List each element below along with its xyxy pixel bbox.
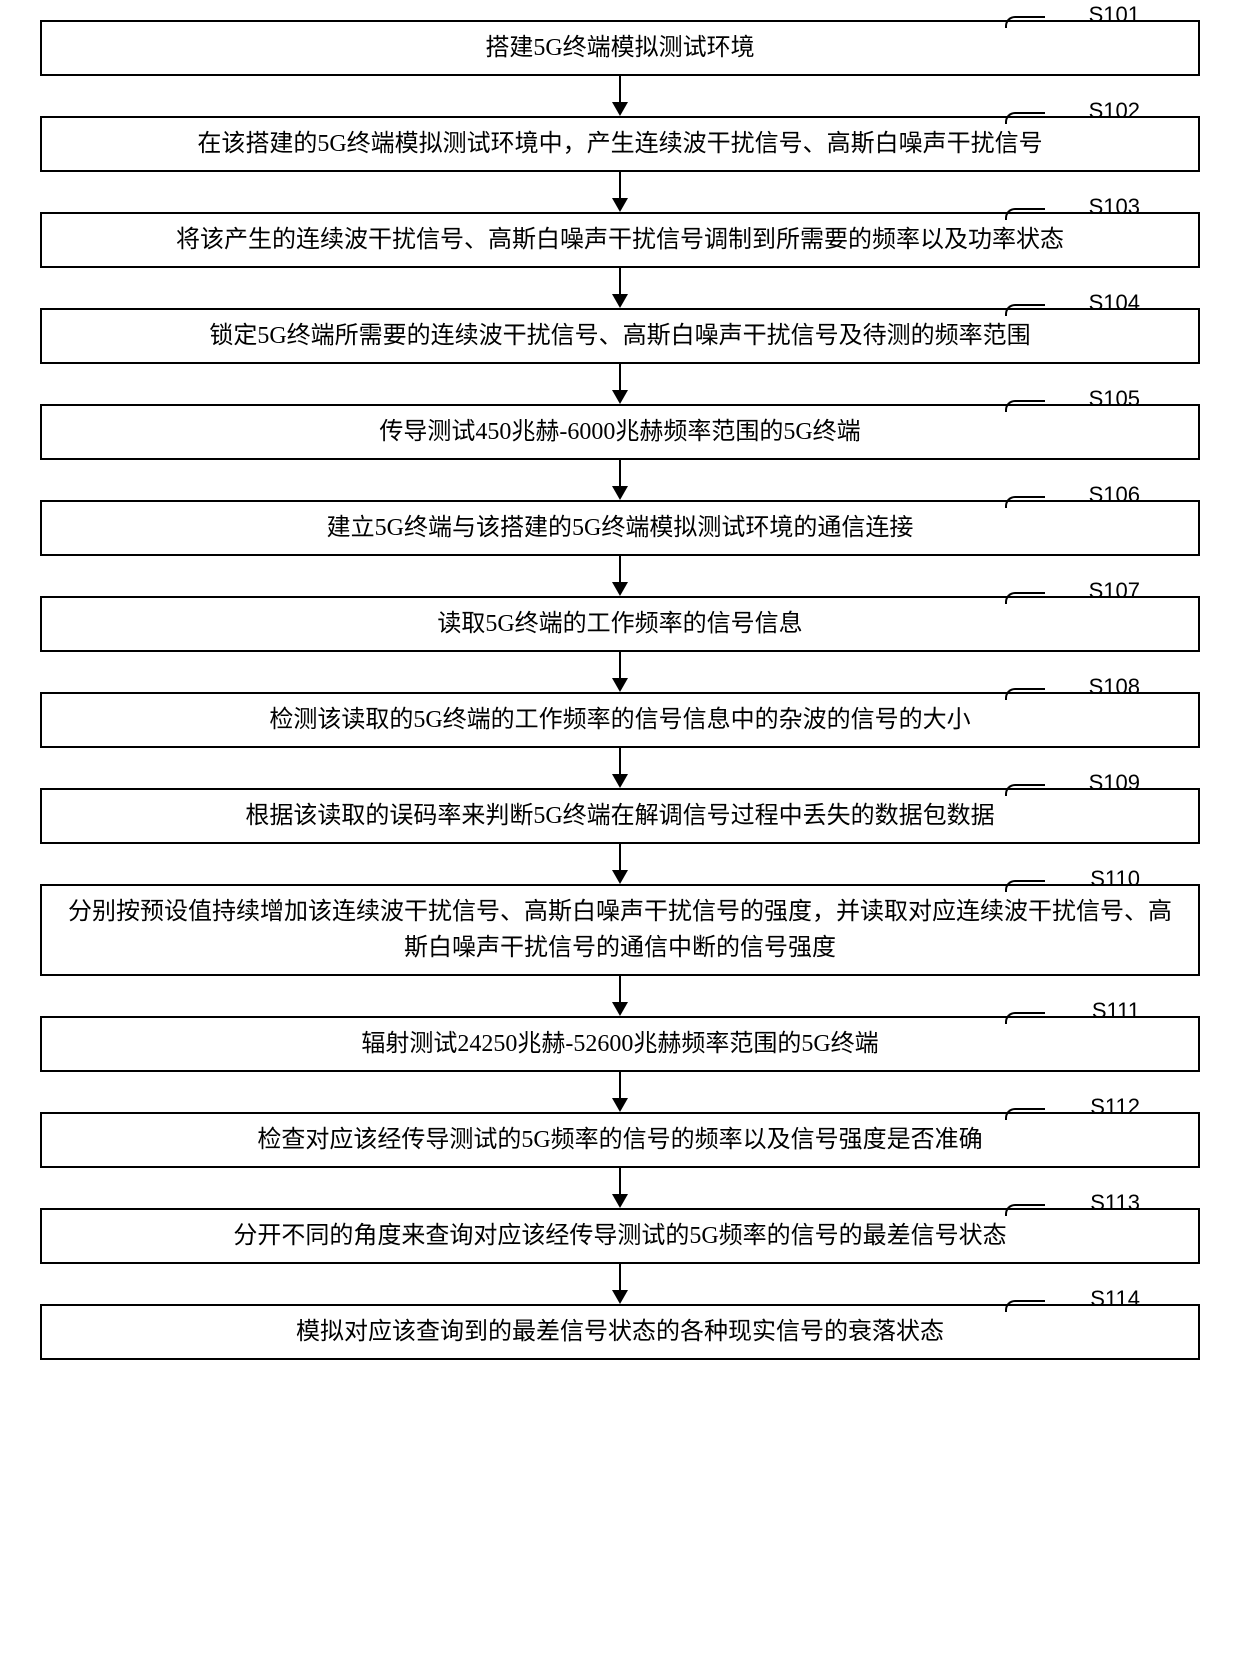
label-connector [1005, 496, 1045, 508]
step-label: S104 [1089, 290, 1140, 316]
flow-step: S111 辐射测试24250兆赫-52600兆赫频率范围的5G终端 [40, 1016, 1200, 1072]
step-label: S112 [1090, 1094, 1140, 1120]
label-connector [1005, 1204, 1045, 1216]
step-label: S110 [1090, 866, 1140, 892]
label-connector [1005, 1300, 1045, 1312]
flow-step: S109 根据该读取的误码率来判断5G终端在解调信号过程中丢失的数据包数据 [40, 788, 1200, 844]
step-text: 传导测试450兆赫-6000兆赫频率范围的5G终端 [379, 414, 860, 450]
step-box: 辐射测试24250兆赫-52600兆赫频率范围的5G终端 [40, 1016, 1200, 1072]
arrow [40, 1264, 1200, 1304]
step-box: 搭建5G终端模拟测试环境 [40, 20, 1200, 76]
arrow [40, 1072, 1200, 1112]
label-connector [1005, 1012, 1045, 1024]
step-text: 模拟对应该查询到的最差信号状态的各种现实信号的衰落状态 [296, 1314, 944, 1350]
step-box: 将该产生的连续波干扰信号、高斯白噪声干扰信号调制到所需要的频率以及功率状态 [40, 212, 1200, 268]
step-text: 在该搭建的5G终端模拟测试环境中，产生连续波干扰信号、高斯白噪声干扰信号 [197, 126, 1042, 162]
label-connector [1005, 1108, 1045, 1120]
label-connector [1005, 304, 1045, 316]
step-label: S111 [1092, 998, 1140, 1024]
step-box: 传导测试450兆赫-6000兆赫频率范围的5G终端 [40, 404, 1200, 460]
flow-step: S113 分开不同的角度来查询对应该经传导测试的5G频率的信号的最差信号状态 [40, 1208, 1200, 1264]
step-text: 辐射测试24250兆赫-52600兆赫频率范围的5G终端 [361, 1026, 878, 1062]
flow-step: S114 模拟对应该查询到的最差信号状态的各种现实信号的衰落状态 [40, 1304, 1200, 1360]
step-box: 模拟对应该查询到的最差信号状态的各种现实信号的衰落状态 [40, 1304, 1200, 1360]
label-connector [1005, 400, 1045, 412]
label-connector [1005, 208, 1045, 220]
step-label: S106 [1089, 482, 1140, 508]
step-text: 读取5G终端的工作频率的信号信息 [437, 606, 802, 642]
flow-step: S105 传导测试450兆赫-6000兆赫频率范围的5G终端 [40, 404, 1200, 460]
flow-step: S104 锁定5G终端所需要的连续波干扰信号、高斯白噪声干扰信号及待测的频率范围 [40, 308, 1200, 364]
step-box: 检查对应该经传导测试的5G频率的信号的频率以及信号强度是否准确 [40, 1112, 1200, 1168]
arrow [40, 1168, 1200, 1208]
arrow [40, 76, 1200, 116]
step-label: S113 [1090, 1190, 1140, 1216]
label-connector [1005, 784, 1045, 796]
step-label: S105 [1089, 386, 1140, 412]
step-text: 检查对应该经传导测试的5G频率的信号的频率以及信号强度是否准确 [257, 1122, 982, 1158]
step-text: 搭建5G终端模拟测试环境 [485, 30, 754, 66]
step-label: S114 [1090, 1286, 1140, 1312]
step-box: 在该搭建的5G终端模拟测试环境中，产生连续波干扰信号、高斯白噪声干扰信号 [40, 116, 1200, 172]
step-box: 根据该读取的误码率来判断5G终端在解调信号过程中丢失的数据包数据 [40, 788, 1200, 844]
arrow [40, 364, 1200, 404]
step-text: 根据该读取的误码率来判断5G终端在解调信号过程中丢失的数据包数据 [245, 798, 994, 834]
label-connector [1005, 592, 1045, 604]
flow-step: S103 将该产生的连续波干扰信号、高斯白噪声干扰信号调制到所需要的频率以及功率… [40, 212, 1200, 268]
step-box: 读取5G终端的工作频率的信号信息 [40, 596, 1200, 652]
step-text: 建立5G终端与该搭建的5G终端模拟测试环境的通信连接 [327, 510, 914, 546]
arrow [40, 268, 1200, 308]
step-box: 建立5G终端与该搭建的5G终端模拟测试环境的通信连接 [40, 500, 1200, 556]
arrow [40, 172, 1200, 212]
step-text: 检测该读取的5G终端的工作频率的信号信息中的杂波的信号的大小 [269, 702, 970, 738]
flow-step: S110 分别按预设值持续增加该连续波干扰信号、高斯白噪声干扰信号的强度，并读取… [40, 884, 1200, 976]
step-box: 锁定5G终端所需要的连续波干扰信号、高斯白噪声干扰信号及待测的频率范围 [40, 308, 1200, 364]
arrow [40, 844, 1200, 884]
flow-step: S106 建立5G终端与该搭建的5G终端模拟测试环境的通信连接 [40, 500, 1200, 556]
flow-step: S108 检测该读取的5G终端的工作频率的信号信息中的杂波的信号的大小 [40, 692, 1200, 748]
step-label: S102 [1089, 98, 1140, 124]
step-label: S109 [1089, 770, 1140, 796]
arrow [40, 748, 1200, 788]
step-text: 锁定5G终端所需要的连续波干扰信号、高斯白噪声干扰信号及待测的频率范围 [209, 318, 1030, 354]
step-text: 将该产生的连续波干扰信号、高斯白噪声干扰信号调制到所需要的频率以及功率状态 [176, 222, 1064, 258]
label-connector [1005, 112, 1045, 124]
arrow [40, 976, 1200, 1016]
flow-step: S107 读取5G终端的工作频率的信号信息 [40, 596, 1200, 652]
label-connector [1005, 16, 1045, 28]
label-connector [1005, 880, 1045, 892]
flow-step: S112 检查对应该经传导测试的5G频率的信号的频率以及信号强度是否准确 [40, 1112, 1200, 1168]
arrow [40, 652, 1200, 692]
flow-step: S102 在该搭建的5G终端模拟测试环境中，产生连续波干扰信号、高斯白噪声干扰信… [40, 116, 1200, 172]
step-box: 检测该读取的5G终端的工作频率的信号信息中的杂波的信号的大小 [40, 692, 1200, 748]
step-box: 分开不同的角度来查询对应该经传导测试的5G频率的信号的最差信号状态 [40, 1208, 1200, 1264]
step-label: S108 [1089, 674, 1140, 700]
arrow [40, 460, 1200, 500]
label-connector [1005, 688, 1045, 700]
flow-step: S101 搭建5G终端模拟测试环境 [40, 20, 1200, 76]
step-text: 分开不同的角度来查询对应该经传导测试的5G频率的信号的最差信号状态 [233, 1218, 1006, 1254]
step-label: S103 [1089, 194, 1140, 220]
step-box: 分别按预设值持续增加该连续波干扰信号、高斯白噪声干扰信号的强度，并读取对应连续波… [40, 884, 1200, 976]
step-text: 分别按预设值持续增加该连续波干扰信号、高斯白噪声干扰信号的强度，并读取对应连续波… [62, 894, 1178, 966]
step-label: S107 [1089, 578, 1140, 604]
arrow [40, 556, 1200, 596]
step-label: S101 [1089, 2, 1140, 28]
flowchart-container: S101 搭建5G终端模拟测试环境 S102 在该搭建的5G终端模拟测试环境中，… [40, 20, 1200, 1360]
